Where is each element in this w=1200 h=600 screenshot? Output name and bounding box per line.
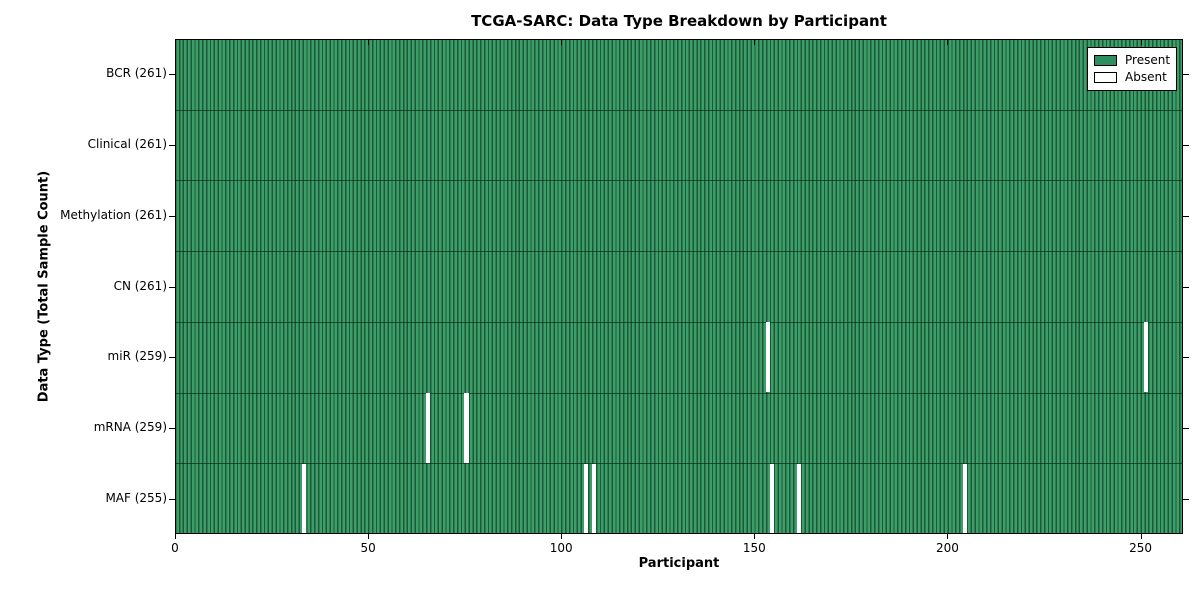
y-tick-mark bbox=[1183, 215, 1189, 217]
legend-label-absent: Absent bbox=[1125, 70, 1167, 84]
absent-stripe-miR-153 bbox=[765, 322, 770, 393]
x-tick-mark bbox=[175, 40, 176, 45]
y-tick-mark bbox=[169, 215, 175, 217]
y-tick-mark bbox=[169, 145, 175, 147]
x-tick-mark bbox=[175, 534, 176, 539]
y-tick-label: Clinical (261) bbox=[87, 137, 167, 152]
y-tick-mark bbox=[169, 286, 175, 288]
y-tick-mark bbox=[1183, 498, 1189, 500]
x-tick-mark bbox=[1140, 534, 1142, 539]
absent-stripe-MAF-154 bbox=[769, 463, 774, 534]
absent-swatch-icon bbox=[1094, 72, 1117, 83]
y-tick-mark bbox=[1183, 427, 1189, 429]
absent-stripe-MAF-106 bbox=[584, 463, 589, 534]
row-divider bbox=[175, 321, 1183, 323]
y-tick-label: BCR (261) bbox=[106, 66, 167, 81]
row-divider bbox=[175, 251, 1183, 253]
x-axis-label: Participant bbox=[638, 556, 720, 571]
x-tick-label: 100 bbox=[549, 541, 573, 555]
y-tick-mark bbox=[1183, 357, 1189, 359]
y-tick-mark bbox=[1183, 74, 1189, 76]
x-tick-label: 200 bbox=[935, 541, 959, 555]
absent-stripe-MAF-161 bbox=[796, 463, 801, 534]
x-tick-mark bbox=[1140, 40, 1142, 45]
row-divider bbox=[175, 109, 1183, 111]
x-tick-label: 50 bbox=[360, 541, 376, 555]
legend: Present Absent bbox=[1087, 47, 1177, 91]
row-divider bbox=[175, 180, 1183, 182]
x-tick-mark bbox=[561, 40, 563, 45]
x-tick-label: 0 bbox=[171, 541, 179, 555]
x-tick-mark bbox=[947, 534, 949, 539]
x-tick-mark bbox=[754, 40, 756, 45]
x-tick-mark bbox=[561, 534, 563, 539]
x-tick-label: 150 bbox=[742, 541, 766, 555]
y-tick-mark bbox=[169, 427, 175, 429]
y-tick-label: miR (259) bbox=[107, 349, 167, 364]
absent-stripe-MAF-204 bbox=[962, 463, 967, 534]
x-tick-mark bbox=[947, 40, 949, 45]
y-tick-mark bbox=[169, 498, 175, 500]
row-divider bbox=[175, 392, 1183, 394]
y-tick-mark bbox=[1183, 286, 1189, 288]
legend-entry-absent: Absent bbox=[1094, 69, 1170, 86]
y-tick-mark bbox=[1183, 145, 1189, 147]
absent-stripe-mRNA-65 bbox=[425, 393, 431, 463]
y-tick-mark bbox=[169, 74, 175, 76]
y-tick-label: MAF (255) bbox=[105, 490, 167, 505]
absent-stripe-MAF-108 bbox=[591, 463, 597, 534]
x-tick-label: 250 bbox=[1129, 541, 1152, 555]
x-tick-mark bbox=[754, 534, 756, 539]
y-tick-label: Methylation (261) bbox=[60, 207, 167, 222]
chart-title: TCGA-SARC: Data Type Breakdown by Partic… bbox=[471, 12, 887, 30]
present-swatch-icon bbox=[1094, 55, 1117, 66]
absent-stripe-miR-251 bbox=[1144, 322, 1149, 393]
absent-stripe-mRNA-75 bbox=[464, 393, 469, 463]
absent-stripe-MAF-33 bbox=[302, 463, 307, 534]
y-tick-label: mRNA (259) bbox=[93, 419, 167, 434]
y-tick-mark bbox=[169, 357, 175, 359]
y-tick-label: CN (261) bbox=[113, 278, 167, 293]
legend-label-present: Present bbox=[1125, 53, 1171, 67]
x-tick-mark bbox=[368, 534, 370, 539]
legend-entry-present: Present bbox=[1094, 52, 1170, 69]
row-divider bbox=[175, 463, 1183, 465]
plot-area bbox=[175, 39, 1183, 534]
x-tick-mark bbox=[368, 40, 370, 45]
